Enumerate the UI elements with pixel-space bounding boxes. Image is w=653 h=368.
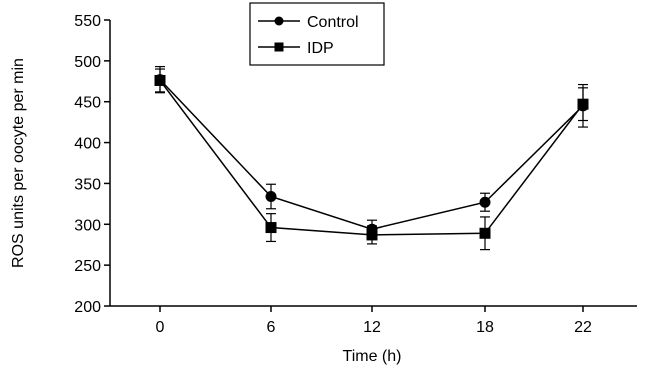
y-axis-label: ROS units per oocyte per min bbox=[10, 58, 27, 268]
data-point-idp bbox=[479, 227, 491, 239]
series-line-control bbox=[159, 79, 584, 230]
y-tick-label: 350 bbox=[74, 176, 101, 193]
data-point-idp bbox=[577, 98, 589, 110]
plot-area bbox=[154, 65, 589, 251]
x-tick-label: 12 bbox=[363, 319, 381, 336]
y-tick-label: 400 bbox=[74, 136, 101, 153]
data-point-control bbox=[479, 196, 491, 208]
legend-marker-control bbox=[274, 16, 284, 26]
y-tick-label: 300 bbox=[74, 217, 101, 234]
series-line-idp bbox=[159, 80, 584, 236]
y-tick-label: 550 bbox=[74, 13, 101, 30]
y-tick-label: 200 bbox=[74, 299, 101, 316]
y-tick-label: 500 bbox=[74, 54, 101, 71]
y-tick-label: 250 bbox=[74, 258, 101, 275]
y-ticks: 200 250 300 350 400 450 500 550 bbox=[74, 13, 110, 316]
data-point-control bbox=[265, 191, 277, 203]
x-tick-label: 0 bbox=[156, 319, 165, 336]
legend: Control IDP bbox=[249, 2, 385, 66]
legend-label-control: Control bbox=[307, 14, 359, 31]
y-tick-label: 450 bbox=[74, 95, 101, 112]
x-tick-label: 6 bbox=[267, 319, 276, 336]
x-tick-label: 22 bbox=[574, 319, 592, 336]
data-point-idp bbox=[265, 222, 277, 234]
legend-label-idp: IDP bbox=[307, 40, 334, 57]
x-axis-label: Time (h) bbox=[343, 348, 402, 365]
x-tick-label: 18 bbox=[476, 319, 494, 336]
x-ticks: 0 6 12 18 22 bbox=[156, 306, 592, 336]
data-point-idp bbox=[366, 229, 378, 241]
legend-box bbox=[249, 2, 385, 66]
legend-marker-idp bbox=[274, 42, 284, 52]
y-axis: 200 250 300 350 400 450 500 550 bbox=[74, 13, 111, 316]
data-point-idp bbox=[154, 74, 166, 86]
x-axis: 0 6 12 18 22 bbox=[110, 305, 637, 336]
